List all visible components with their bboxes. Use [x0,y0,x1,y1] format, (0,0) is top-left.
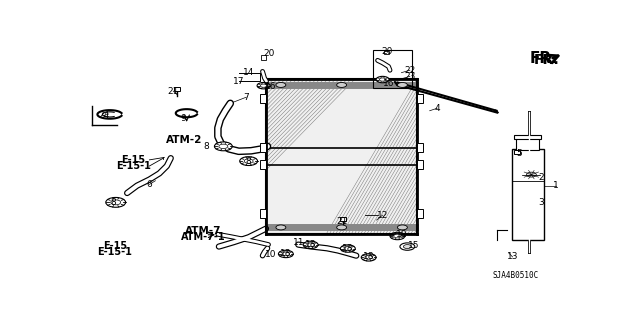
Text: 6: 6 [147,180,152,189]
Text: SJA4B0510C: SJA4B0510C [492,271,539,280]
Text: 8: 8 [111,198,116,207]
Text: 18: 18 [342,244,353,253]
Circle shape [111,200,121,205]
Text: E-15-1: E-15-1 [97,247,132,257]
Bar [417,160,423,169]
Text: 24: 24 [98,111,109,120]
Circle shape [244,159,253,163]
Text: FR.: FR. [533,53,559,67]
Circle shape [380,78,386,81]
Text: 3: 3 [538,198,544,207]
Text: 18: 18 [364,252,375,261]
Circle shape [397,225,407,230]
Text: 16: 16 [383,79,395,88]
Circle shape [403,245,412,249]
Text: 2: 2 [538,173,544,182]
Bar [384,50,389,54]
Text: 1: 1 [554,181,559,190]
Circle shape [214,142,232,151]
Bar [266,79,417,234]
Circle shape [365,256,372,259]
Text: 10: 10 [265,250,276,259]
Bar [174,87,180,91]
Bar [516,138,539,150]
Bar [417,94,423,103]
Bar [514,135,541,139]
Circle shape [106,197,125,207]
Text: 14: 14 [243,68,254,77]
Text: ATM-2: ATM-2 [166,135,202,145]
Text: 13: 13 [507,252,518,261]
Circle shape [276,83,286,87]
Text: 21: 21 [168,86,179,96]
Text: 17: 17 [233,77,244,86]
Text: 20: 20 [382,47,393,56]
Circle shape [303,241,318,249]
Circle shape [390,232,405,240]
Text: 19: 19 [396,230,407,239]
Text: 23: 23 [404,72,415,81]
Circle shape [240,157,257,166]
Circle shape [400,243,415,250]
Circle shape [344,247,351,250]
Bar [372,50,412,88]
Circle shape [337,225,347,230]
Text: ATM-7: ATM-7 [185,226,221,236]
Circle shape [337,83,347,87]
Circle shape [397,83,407,87]
Text: E-15: E-15 [102,241,127,251]
Text: FR.: FR. [530,51,558,66]
Circle shape [361,254,376,261]
Bar [514,150,520,154]
Bar [417,143,423,152]
Text: 18: 18 [280,249,292,258]
Circle shape [282,252,289,256]
Text: E-15: E-15 [122,155,146,165]
Circle shape [526,172,536,177]
Bar [417,210,423,218]
Circle shape [278,250,293,258]
Bar [340,217,346,220]
Text: 8: 8 [204,142,209,151]
Text: 18: 18 [305,240,316,249]
Circle shape [219,144,228,149]
Text: 4: 4 [435,104,440,113]
Bar [260,210,266,218]
Text: 11: 11 [292,238,304,247]
Bar [260,143,266,152]
Circle shape [394,234,401,238]
Text: E-15-1: E-15-1 [116,161,151,171]
Text: 12: 12 [377,211,388,220]
Text: 21: 21 [336,217,348,226]
Text: 5: 5 [516,149,522,158]
Text: 7: 7 [243,93,249,102]
Circle shape [340,245,355,252]
Text: 22: 22 [404,66,415,75]
Bar [260,94,266,103]
Text: 9: 9 [180,114,186,122]
Circle shape [276,225,286,230]
Circle shape [307,243,314,247]
Text: 8: 8 [246,157,252,166]
Bar [260,160,266,169]
Circle shape [522,170,540,179]
Bar [266,79,417,234]
Text: ATM-7-1: ATM-7-1 [180,232,225,242]
Circle shape [257,83,270,89]
Circle shape [260,84,267,87]
Text: 16: 16 [265,82,276,91]
Text: 15: 15 [408,241,419,250]
Text: 20: 20 [264,48,275,57]
Bar [511,149,544,240]
Bar [261,56,266,60]
Circle shape [376,76,389,83]
